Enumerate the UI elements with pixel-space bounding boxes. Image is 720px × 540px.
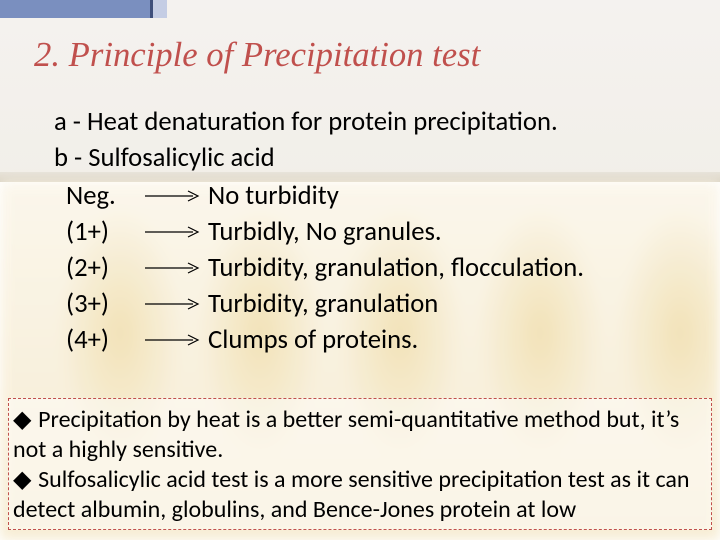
intro-b: b - Sulfosalicylic acid [54,142,275,174]
notes-box: ◆ Precipitation by heat is a better semi… [8,398,712,530]
slide-title: 2. Principle of Precipitation test [34,36,480,75]
grade-label: (2+) [66,250,136,286]
diamond-bullet-icon: ◆ [13,466,38,493]
accent-bar-segment [0,0,150,18]
note-line: ◆ Sulfosalicylic acid test is a more sen… [13,465,707,495]
diamond-bullet-icon: ◆ [13,406,38,433]
arrow-icon [144,297,200,311]
grade-result: Turbidity, granulation, flocculation. [208,250,584,286]
note-line: detect albumin, globulins, and Bence-Jon… [13,495,707,525]
arrow-icon [144,261,200,275]
grade-label: (4+) [66,322,136,358]
grade-row: Neg. No turbidity [66,178,584,214]
arrow-icon [144,189,200,203]
grade-row: (1+) Turbidly, No granules. [66,214,584,250]
slide: 2. Principle of Precipitation test a - H… [0,0,720,540]
arrow-icon [144,225,200,239]
accent-bar [0,0,170,26]
note-text: Precipitation by heat is a better semi-q… [38,405,679,434]
grade-result: No turbidity [208,178,339,214]
note-line: ◆ Precipitation by heat is a better semi… [13,405,707,435]
grade-result: Turbidity, granulation [208,286,438,322]
intro-a: a - Heat denaturation for protein precip… [54,106,558,138]
grade-label: (3+) [66,286,136,322]
grade-result: Clumps of proteins. [208,322,418,358]
grade-label: Neg. [66,178,136,214]
note-line: not a highly sensitive. [13,435,707,465]
grade-result: Turbidly, No granules. [208,214,442,250]
grade-row: (4+) Clumps of proteins. [66,322,584,358]
grade-list: Neg. No turbidity (1+) Turbidly, No granule… [66,178,584,358]
accent-bar-segment [153,0,167,18]
note-text: Sulfosalicylic acid test is a more sensi… [38,465,689,494]
grade-row: (3+) Turbidity, granulation [66,286,584,322]
grade-label: (1+) [66,214,136,250]
grade-row: (2+) Turbidity, granulation, flocculation… [66,250,584,286]
arrow-icon [144,333,200,347]
